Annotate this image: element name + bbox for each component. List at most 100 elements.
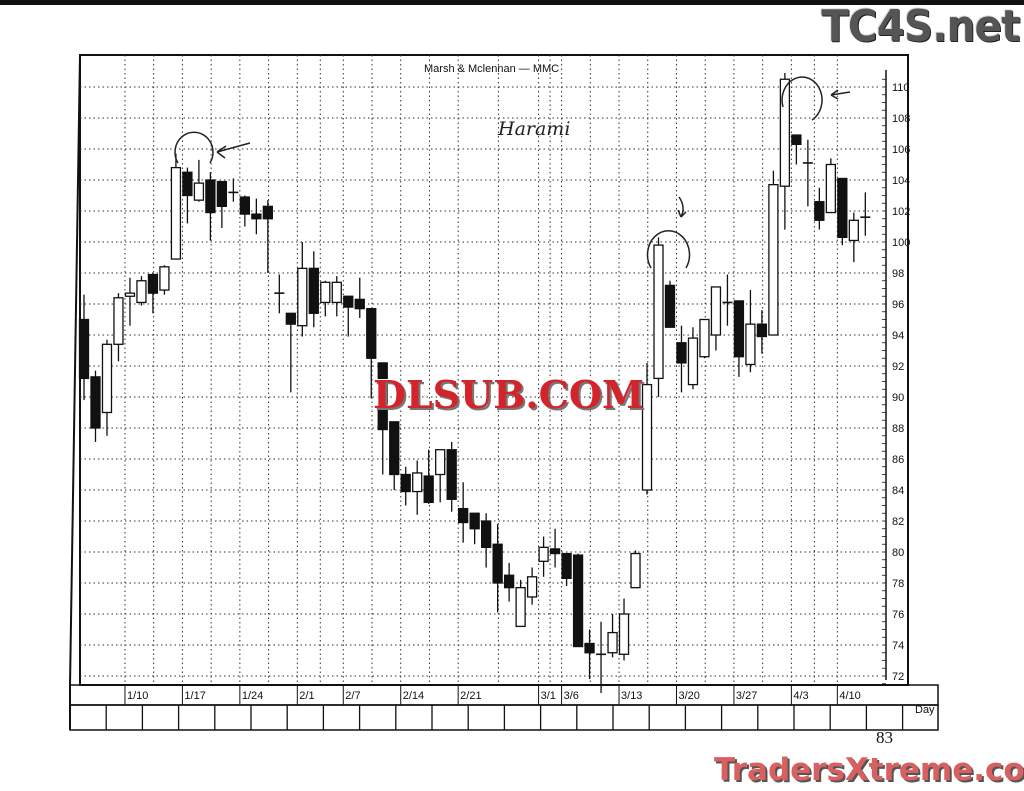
candle-down [549, 548, 561, 555]
candle-up [124, 292, 136, 297]
candle-up [101, 343, 113, 414]
annotation-harami: Harami [498, 118, 571, 140]
candle-up [320, 281, 331, 304]
y-tick-label: 94 [892, 330, 904, 342]
candle-down [147, 273, 159, 294]
candle-up [193, 182, 205, 201]
y-tick-label: 98 [892, 268, 904, 280]
y-tick-label: 90 [892, 392, 904, 404]
candle-up [113, 297, 124, 345]
candle-up [618, 613, 630, 655]
chart-title: Marsh & Mclennan — MMC [424, 63, 560, 75]
y-tick-label: 96 [892, 299, 904, 311]
y-axis: 72 74 76 78 80 82 84 86 88 90 92 94 96 98 100 102 104 106… [882, 70, 910, 685]
candle-up [687, 337, 699, 386]
harami-circle-3 [781, 76, 823, 121]
y-tick-label: 76 [892, 609, 904, 621]
x-tick-label: 2/7 [345, 690, 360, 702]
y-tick-label: 86 [892, 454, 904, 466]
candle-down [584, 642, 595, 654]
candle-down [503, 574, 515, 589]
candle-down [791, 134, 802, 146]
candle-up [297, 267, 308, 327]
x-tick-label: 1/24 [242, 690, 263, 702]
candle-down [814, 201, 825, 221]
candle-up [170, 166, 182, 260]
candle-down [664, 284, 676, 328]
candle-down [446, 449, 457, 500]
candle-up [136, 280, 147, 304]
x-tick-label: 4/3 [793, 690, 808, 702]
page-number: 83 [876, 728, 893, 747]
y-tick-label: 78 [892, 578, 904, 590]
candle-up [538, 546, 549, 562]
y-tick-label: 110 [892, 82, 910, 94]
y-tick-label: 104 [892, 175, 910, 187]
candle-down [756, 323, 768, 338]
x-tick-label: 2/1 [299, 690, 314, 702]
candle-up [699, 318, 710, 358]
candle-down [182, 171, 193, 197]
chart-frame [69, 54, 939, 731]
x-axis: 1/10 1/17 1/24 2/1 2/7 2/14 2/21 3/1 3/6 3/13 3/20… [124, 685, 861, 705]
x-tick-label: 3/1 [541, 690, 556, 702]
candle-up [710, 286, 722, 336]
arrow-icon [677, 196, 687, 218]
candle-down [354, 298, 365, 310]
candle-up [641, 383, 653, 491]
candle-down [400, 473, 411, 493]
hand-annotations [174, 76, 851, 269]
candle-down [377, 362, 388, 431]
watermark-tc4s: TC4S.net [821, 1, 1021, 52]
candle-up [825, 163, 836, 214]
candle-down [572, 554, 584, 648]
candle-down [308, 267, 319, 314]
frame-left-edge [69, 54, 81, 686]
y-tick-label: 72 [892, 671, 904, 683]
candle-down [251, 213, 262, 220]
y-tick-label: 108 [892, 113, 910, 125]
candle-down [561, 552, 572, 579]
candle-up [848, 219, 859, 242]
candle-down [343, 295, 354, 308]
harami-circle-2 [646, 229, 691, 269]
watermark-tradersxtreme: TradersXtreme.com [714, 752, 1024, 788]
candle-down [469, 512, 480, 530]
y-tick-label: 82 [892, 516, 904, 528]
x-tick-label: 2/21 [460, 690, 481, 702]
candle-up [159, 266, 170, 291]
candle-up [515, 587, 526, 628]
candle-down [676, 342, 687, 364]
x-tick-label: 3/13 [621, 690, 642, 702]
x-axis-label: Day [915, 704, 935, 716]
candle-down [366, 307, 377, 359]
candle-up [779, 78, 791, 187]
y-tick-label: 80 [892, 547, 904, 559]
y-tick-label: 74 [892, 640, 904, 652]
x-tick-label: 3/6 [564, 690, 579, 702]
candle-down [262, 205, 273, 220]
candle-down [480, 520, 492, 549]
candle-down [90, 376, 101, 429]
x-tick-label: 3/20 [678, 690, 699, 702]
y-tick-label: 100 [892, 237, 910, 249]
x-tick-label: 2/14 [403, 690, 424, 702]
arrow-icon [830, 89, 851, 100]
candle-up [435, 449, 446, 476]
candle-up [768, 183, 779, 336]
candle-down [423, 475, 434, 504]
y-tick-label: 106 [892, 144, 910, 156]
watermark-dlsub: DLSUB.COM [373, 372, 645, 417]
y-tick-label: 92 [892, 361, 904, 373]
candle-down [239, 196, 251, 215]
arrow-icon [216, 142, 251, 159]
candle-down [837, 177, 848, 238]
candle-up [653, 244, 664, 380]
candle-up [630, 552, 641, 589]
y-tick-label: 88 [892, 423, 904, 435]
candle-down [78, 318, 90, 380]
candles [78, 73, 871, 694]
candle-up [412, 472, 423, 493]
x-tick-label: 1/17 [184, 690, 205, 702]
